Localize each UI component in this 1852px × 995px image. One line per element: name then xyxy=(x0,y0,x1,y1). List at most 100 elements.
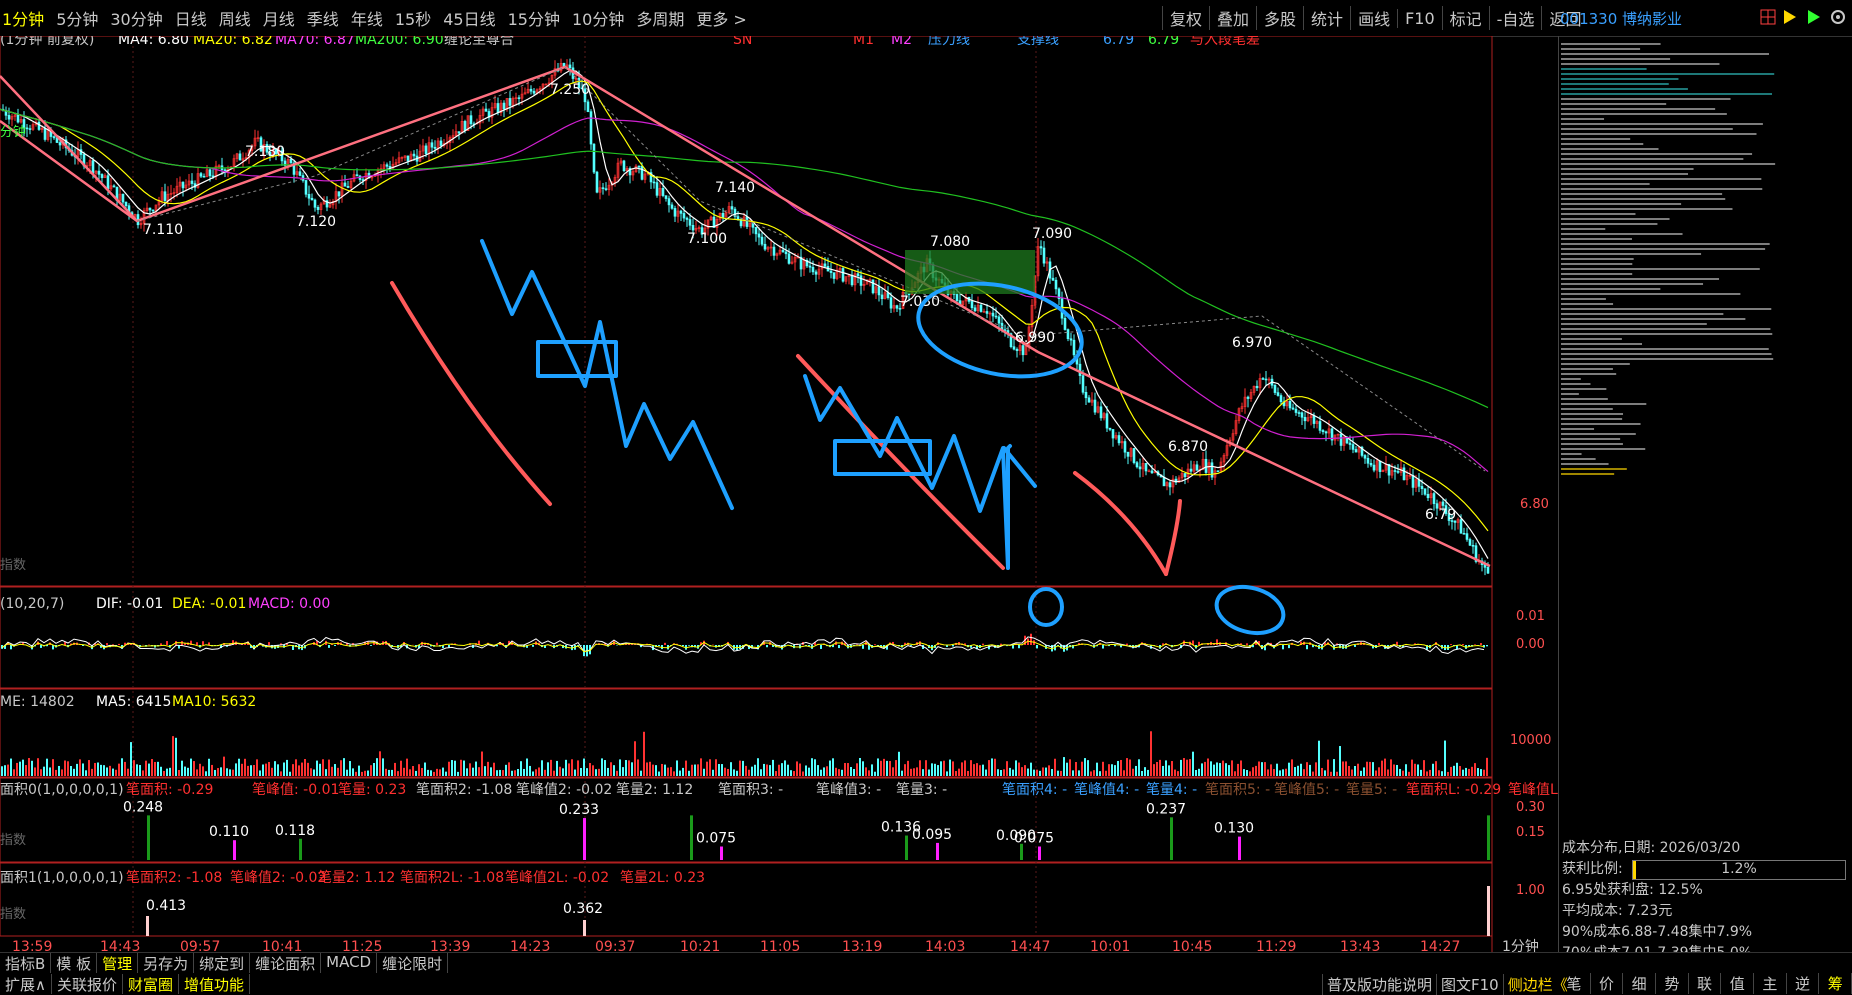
period-tab-0[interactable]: 1分钟 xyxy=(2,10,45,29)
tool-4[interactable]: 画线 xyxy=(1350,6,1397,30)
panel4-value-6: 0.095 xyxy=(912,827,952,843)
grid-icon[interactable] xyxy=(1760,9,1776,25)
panel4-item-13: 笔峰值5: - xyxy=(1274,782,1339,798)
candle-body xyxy=(847,274,851,277)
time-label-0: 13:59 xyxy=(12,939,52,952)
candle-body xyxy=(832,272,836,279)
candle-body xyxy=(1447,513,1451,521)
candle-body xyxy=(1141,463,1145,470)
candle-body xyxy=(514,97,518,99)
candle-body xyxy=(238,153,242,161)
right-tab-4[interactable]: 联 xyxy=(1689,973,1722,994)
right-tab-2[interactable]: 细 xyxy=(1623,973,1657,994)
candle-body xyxy=(10,116,14,120)
right-tab-5[interactable]: 值 xyxy=(1721,973,1755,994)
panel5-item-4: 笔峰值2L: -0.02 xyxy=(505,870,609,886)
tool-0[interactable]: 复权 xyxy=(1162,6,1209,30)
right-tab-0[interactable]: 笔 xyxy=(1558,973,1591,994)
candle-body xyxy=(1408,475,1412,477)
bottom-right-link-0[interactable]: 普及版功能说明 xyxy=(1322,974,1436,995)
right-bottom-tabs: 笔价细势联值主逆筹 xyxy=(1558,973,1852,994)
indicator-tab-6[interactable]: MACD xyxy=(321,953,378,973)
candle-body xyxy=(787,253,791,264)
tool-1[interactable]: 叠加 xyxy=(1209,6,1256,30)
tool-5[interactable]: F10 xyxy=(1397,8,1442,28)
indicator-tab-3[interactable]: 另存为 xyxy=(138,953,195,973)
tool-3[interactable]: 统计 xyxy=(1303,6,1350,30)
main-header-item-5: 缠论至尊合 xyxy=(444,36,514,48)
bottom-tab-2[interactable]: 财富圈 xyxy=(123,974,180,994)
period-tab-5[interactable]: 月线 xyxy=(262,10,295,29)
candle-body xyxy=(745,216,749,227)
candle-body xyxy=(145,207,149,211)
period-tab-4[interactable]: 周线 xyxy=(218,10,251,29)
candle-body xyxy=(1285,400,1289,407)
candle-body xyxy=(118,193,122,201)
indicator-tab-4[interactable]: 绑定到 xyxy=(194,953,251,973)
candle-body xyxy=(1438,501,1442,509)
tool-2[interactable]: 多股 xyxy=(1256,6,1303,30)
right-tab-6[interactable]: 主 xyxy=(1754,973,1787,994)
tool-6[interactable]: 标记 xyxy=(1441,6,1489,30)
period-tab-11[interactable]: 10分钟 xyxy=(571,10,625,29)
bottom-right-link-2[interactable]: 侧边栏《 xyxy=(1502,974,1572,995)
right-tab-3[interactable]: 势 xyxy=(1656,973,1689,994)
candle-body xyxy=(1057,288,1061,299)
cost-info: 成本分布,日期: 2026/03/20 获利比例: 6.95处获利盘: 12.5… xyxy=(1562,838,1852,964)
settings-icon[interactable] xyxy=(1830,9,1846,25)
candle-body xyxy=(871,279,875,294)
right-tab-1[interactable]: 价 xyxy=(1591,973,1624,994)
ma70-line xyxy=(0,108,1489,473)
period-tab-13[interactable]: 更多 > xyxy=(696,10,747,29)
period-tab-8[interactable]: 15秒 xyxy=(394,10,432,29)
candle-body xyxy=(412,153,416,157)
time-label-1: 14:43 xyxy=(100,939,140,952)
panel4-value-10: 0.130 xyxy=(1214,821,1254,837)
right-tab-7[interactable]: 逆 xyxy=(1787,973,1820,994)
stock-name[interactable]: 001330 博纳影业 xyxy=(1560,10,1683,28)
candle-body xyxy=(208,169,212,177)
candle-body xyxy=(394,162,398,165)
bottom-right-link-1[interactable]: 图文F10 xyxy=(1436,974,1503,995)
tool-7[interactable]: -自选 xyxy=(1488,6,1542,30)
period-tab-10[interactable]: 15分钟 xyxy=(507,10,560,29)
indicator-tab-0[interactable]: 指标B xyxy=(0,953,52,973)
candle-body xyxy=(895,305,899,309)
candle-body xyxy=(757,233,761,238)
period-tab-2[interactable]: 30分钟 xyxy=(110,10,163,29)
main-header-item-0: (1分钟 前复权) xyxy=(0,36,94,48)
bottom-tab-0[interactable]: 扩展∧ xyxy=(0,974,52,994)
candle-body xyxy=(709,216,713,221)
panel4-title: 面积0(1,0,0,0,0,1) xyxy=(0,782,124,798)
time-label-16: 13:43 xyxy=(1340,939,1380,952)
indicator-tab-5[interactable]: 缠论面积 xyxy=(250,953,322,973)
panel5-bar-0 xyxy=(146,916,149,936)
candle-body xyxy=(1390,470,1394,476)
period-tab-3[interactable]: 日线 xyxy=(174,10,207,29)
period-tab-12[interactable]: 多周期 xyxy=(636,10,685,29)
indicator-tab-1[interactable]: 模 板 xyxy=(51,953,98,973)
right-tab-8[interactable]: 筹 xyxy=(1819,973,1852,994)
candle-body xyxy=(1234,420,1238,434)
candle-body xyxy=(1441,501,1445,506)
period-label: 1分钟 xyxy=(1502,938,1539,952)
period-tab-6[interactable]: 季线 xyxy=(306,10,339,29)
indicator-tab-7[interactable]: 缠论限时 xyxy=(377,953,449,973)
volume-ma10: MA10: 5632 xyxy=(172,694,256,710)
period-tab-1[interactable]: 5分钟 xyxy=(56,10,99,29)
tool-8[interactable]: 返回 xyxy=(1541,6,1588,30)
candle-body xyxy=(880,294,884,300)
candle-body xyxy=(1051,277,1055,281)
period-tab-7[interactable]: 年线 xyxy=(350,10,383,29)
candle-body xyxy=(1099,406,1103,419)
candle-body xyxy=(1291,407,1295,410)
bottom-tab-3[interactable]: 增值功能 xyxy=(179,974,251,994)
panel4-item-15: 笔面积L: -0.29 xyxy=(1406,782,1501,798)
indicator-tab-2[interactable]: 管理 xyxy=(97,953,139,973)
period-tab-9[interactable]: 45日线 xyxy=(443,10,496,29)
play-icon[interactable] xyxy=(1806,9,1822,25)
candle-body xyxy=(211,175,215,178)
flag-icon[interactable] xyxy=(1782,9,1798,25)
bottom-tab-1[interactable]: 关联报价 xyxy=(52,974,123,994)
